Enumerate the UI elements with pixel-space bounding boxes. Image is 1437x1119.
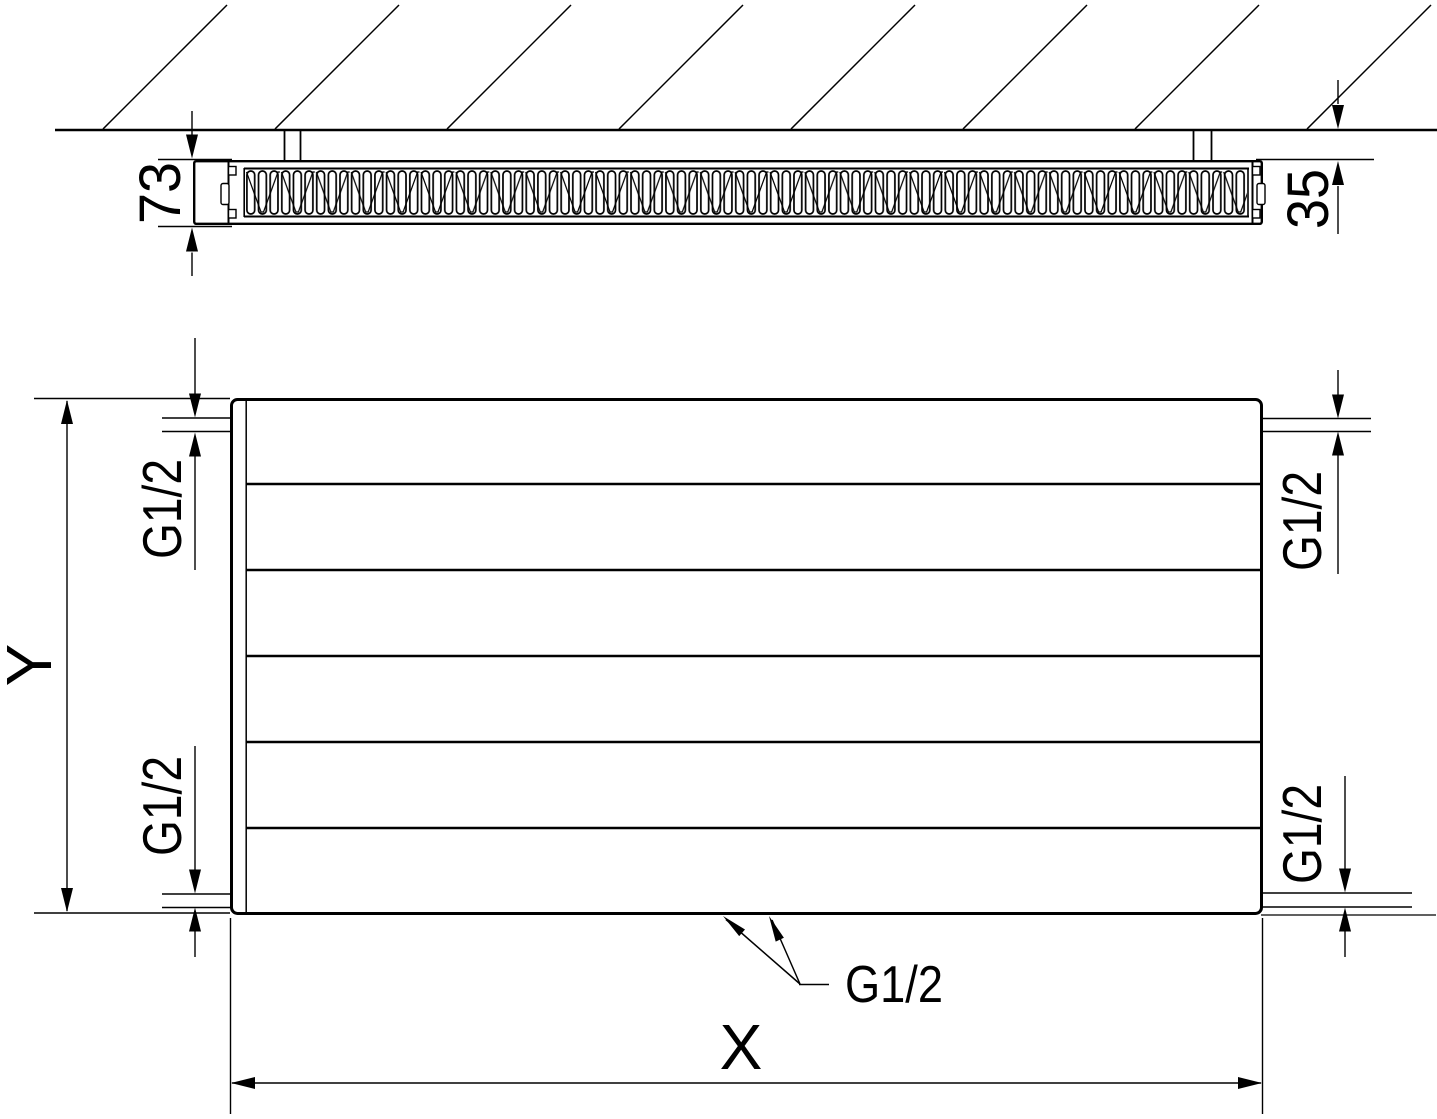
connection-stub-bottom-right [1261,892,1436,916]
front-panel-outline [230,398,1263,915]
dimension-wall-distance-35 [1256,80,1374,234]
dimension-connection-bottom-right [1339,776,1351,957]
connection-stub-top-left [162,417,232,433]
wall-distance-label: 35 [1276,169,1341,229]
mounting-tab [227,165,237,176]
end-cap-right [1251,161,1266,224]
connection-label-top-right: G1/2 [1271,471,1333,571]
wall-hatching [102,4,1432,130]
mounting-tab [1251,208,1261,219]
connection-label-bottom-left: G1/2 [131,756,193,856]
end-cap-left [220,161,237,224]
height-dimension-label: Y [0,644,65,687]
connection-label-top-left: G1/2 [131,459,193,559]
air-vent-plug [1256,182,1266,206]
dimension-connection-bottom-left [189,746,201,957]
width-dimension-label: X [720,1011,763,1083]
connection-label-bottom-center: G1/2 [845,956,943,1014]
dimension-connection-top-right [1332,370,1344,574]
mounting-tab [227,208,237,219]
radiator-front-view [162,398,1436,916]
connection-stub-top-right [1261,417,1371,433]
dimension-height-y [34,397,230,914]
air-vent-plug [220,182,230,206]
fin-channel-borders [243,168,1249,217]
radiator-top-view [192,159,1266,225]
mounting-bracket-left [283,131,302,160]
panel-grooves [246,482,1261,830]
mounting-tab [1251,165,1261,176]
connection-stub-bottom-left [162,893,232,909]
dimension-connection-top-left [189,338,201,570]
connection-label-bottom-right: G1/2 [1271,784,1333,884]
dimension-depth-73 [158,111,232,276]
dimension-width-x [229,918,1264,1114]
mounting-bracket-right [1192,131,1213,160]
leader-bottom-connections [723,916,829,986]
depth-dimension-label: 73 [128,162,193,224]
fin-zigzag [245,169,1247,216]
